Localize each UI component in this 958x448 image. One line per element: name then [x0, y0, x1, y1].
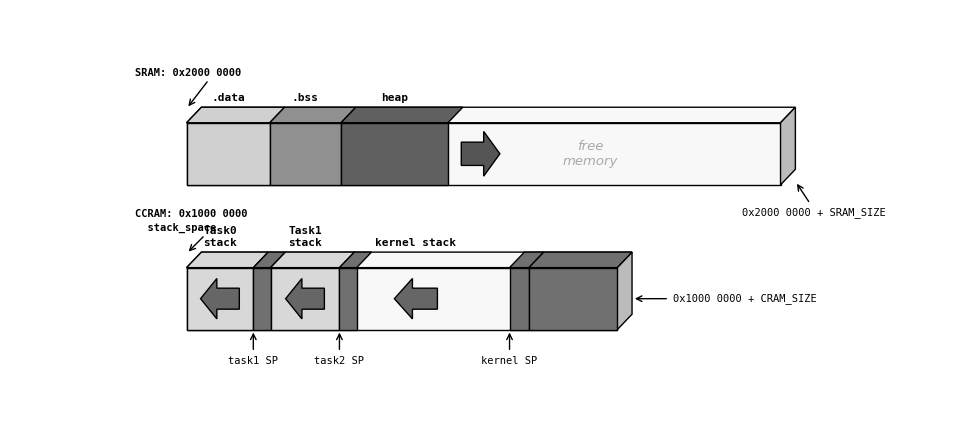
Text: heap: heap: [381, 93, 408, 103]
Text: Task1
stack: Task1 stack: [288, 226, 322, 248]
Polygon shape: [461, 131, 500, 176]
Polygon shape: [341, 107, 463, 123]
Polygon shape: [253, 252, 285, 267]
Text: kernel SP: kernel SP: [482, 356, 537, 366]
Polygon shape: [270, 107, 355, 123]
Bar: [253, 267, 270, 330]
Text: task2 SP: task2 SP: [314, 356, 364, 366]
Text: SRAM: 0x2000 0000: SRAM: 0x2000 0000: [134, 68, 240, 78]
Bar: [187, 123, 270, 185]
Polygon shape: [285, 279, 325, 319]
Bar: [270, 267, 339, 330]
Text: task1 SP: task1 SP: [228, 356, 279, 366]
Text: free
memory: free memory: [562, 140, 618, 168]
Text: stack_space: stack_space: [134, 223, 216, 233]
Bar: [510, 267, 529, 330]
Bar: [341, 123, 448, 185]
Text: CCRAM: 0x1000 0000: CCRAM: 0x1000 0000: [134, 209, 247, 220]
Bar: [187, 267, 253, 330]
Text: Task0
stack: Task0 stack: [203, 226, 237, 248]
Text: kernel stack: kernel stack: [376, 238, 456, 248]
Text: 0x2000 0000 + SRAM_SIZE: 0x2000 0000 + SRAM_SIZE: [742, 207, 886, 218]
Bar: [529, 267, 617, 330]
Text: 0x1000 0000 + CRAM_SIZE: 0x1000 0000 + CRAM_SIZE: [673, 293, 816, 304]
Polygon shape: [187, 252, 268, 267]
Bar: [339, 267, 356, 330]
Polygon shape: [781, 107, 795, 185]
Polygon shape: [510, 252, 544, 267]
Polygon shape: [395, 279, 438, 319]
Polygon shape: [187, 107, 285, 123]
Polygon shape: [200, 279, 240, 319]
Polygon shape: [617, 252, 632, 330]
Text: .bss: .bss: [292, 93, 319, 103]
Polygon shape: [270, 252, 354, 267]
Polygon shape: [529, 252, 632, 267]
Polygon shape: [187, 252, 632, 267]
Polygon shape: [187, 107, 795, 123]
Polygon shape: [339, 252, 372, 267]
Bar: [187, 123, 781, 185]
Text: .data: .data: [212, 93, 245, 103]
Bar: [270, 123, 341, 185]
Bar: [187, 267, 617, 330]
